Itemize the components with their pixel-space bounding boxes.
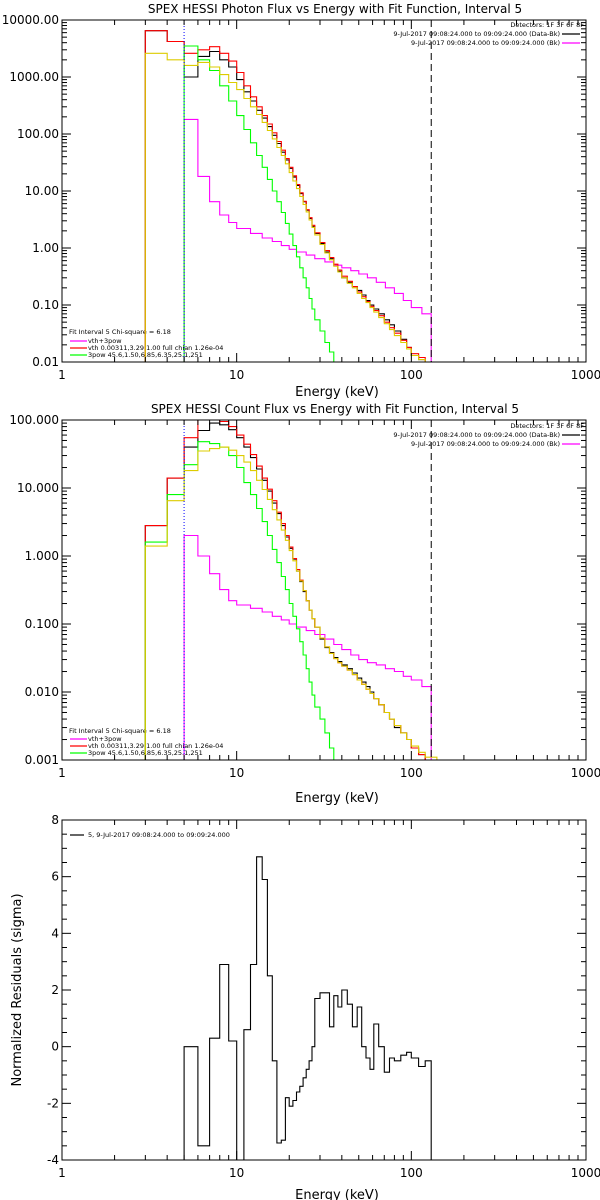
count-legend-vth: vth 0.00311,3.29,1.00 full chian 1.26e-0… <box>88 742 223 750</box>
residuals-ylabel: Normalized Residuals (sigma) <box>10 893 25 1086</box>
residuals-xtick-label: 1 <box>58 1166 66 1180</box>
photon-flux-title: SPEX HESSI Photon Flux vs Energy with Fi… <box>148 2 522 16</box>
photon-fit-label: Fit Interval 5 Chi-square = 6.18 <box>69 328 171 336</box>
count-xtick-label: 10 <box>229 766 244 780</box>
residuals-legend-label: 5, 9-Jul-2017 09:08:24.000 to 09:09:24.0… <box>88 831 230 839</box>
photon-ytick-label: 10000.00 <box>2 13 59 27</box>
count-xtick-label: 1 <box>58 766 66 780</box>
residuals-ytick-label: 6 <box>51 870 59 884</box>
count-legend-vth3pow: vth+3pow <box>88 735 122 743</box>
count-xtick-label: 1000 <box>571 766 600 780</box>
photon-plot-frame <box>61 19 587 363</box>
photon-xlabel: Energy (keV) <box>295 385 379 400</box>
photon-legend-vth3pow: vth+3pow <box>88 337 122 345</box>
count-ytick-label: 0.010 <box>25 685 59 699</box>
photon-xtick-label: 100 <box>400 368 423 382</box>
photon-header-bk: 9-Jul-2017 09:08:24.000 to 09:09:24.000 … <box>411 39 560 47</box>
residuals-ytick-label: 2 <box>51 983 59 997</box>
count-header-data-bk: 9-Jul-2017 09:08:24.000 to 09:09:24.000 … <box>393 431 560 439</box>
photon-legend-vth: vth 0.00311,3.29,1.00 full chian 1.26e-0… <box>88 344 223 352</box>
count-detectors-label: Detectors: 1F 3F 6F 8F <box>510 422 584 430</box>
photon-xtick-label: 10 <box>229 368 244 382</box>
photon-series-4 <box>144 52 437 362</box>
count-ytick-label: 0.001 <box>25 753 59 767</box>
count-xlabel: Energy (keV) <box>295 791 379 806</box>
count-fit-label: Fit Interval 5 Chi-square = 6.18 <box>69 727 171 735</box>
residuals-xlabel: Energy (keV) <box>295 1188 379 1200</box>
count-ytick-label: 0.100 <box>25 617 59 631</box>
count-xtick-label: 100 <box>400 766 423 780</box>
count-flux-title: SPEX HESSI Count Flux vs Energy with Fit… <box>151 402 519 416</box>
count-plot-frame <box>61 419 587 761</box>
photon-ytick-label: 0.10 <box>32 298 59 312</box>
photon-xtick-label: 1 <box>58 368 66 382</box>
count-flux-panel: SPEX HESSI Count Flux vs Energy with Fit… <box>9 402 600 806</box>
photon-series-0 <box>144 30 432 362</box>
count-ytick-label: 10.000 <box>17 481 59 495</box>
count-ytick-label: 1.000 <box>25 549 59 563</box>
count-series-4 <box>144 446 458 760</box>
count-series-0 <box>144 422 432 760</box>
residuals-xtick-label: 10 <box>229 1166 244 1180</box>
photon-series-2 <box>144 30 432 362</box>
photon-ytick-label: 1000.00 <box>9 70 59 84</box>
photon-xtick-label: 1000 <box>571 368 600 382</box>
residuals-ytick-label: -2 <box>47 1096 59 1110</box>
photon-header-data-bk: 9-Jul-2017 09:08:24.000 to 09:09:24.000 … <box>393 30 560 38</box>
photon-ytick-label: 10.00 <box>25 184 59 198</box>
photon-flux-panel: SPEX HESSI Photon Flux vs Energy with Fi… <box>2 2 600 400</box>
residuals-series-0 <box>183 856 432 1160</box>
photon-series-3 <box>183 45 338 362</box>
count-series-1 <box>183 534 432 760</box>
count-series-3 <box>144 441 338 760</box>
residuals-ytick-label: -4 <box>47 1153 59 1167</box>
residuals-ytick-label: 0 <box>51 1040 59 1054</box>
photon-series-1 <box>183 118 432 362</box>
residuals-ytick-label: 8 <box>51 813 59 827</box>
residuals-ytick-label: 4 <box>51 926 59 940</box>
photon-ytick-label: 0.01 <box>32 355 59 369</box>
residuals-xtick-label: 100 <box>400 1166 423 1180</box>
count-ytick-label: 100.000 <box>9 413 59 427</box>
residuals-panel: 5, 9-Jul-2017 09:08:24.000 to 09:09:24.0… <box>10 813 600 1200</box>
count-header-bk: 9-Jul-2017 09:08:24.000 to 09:09:24.000 … <box>411 440 560 448</box>
photon-ytick-label: 1.00 <box>32 241 59 255</box>
photon-ytick-label: 100.00 <box>17 127 59 141</box>
residuals-plot-frame <box>61 819 587 1161</box>
residuals-xtick-label: 1000 <box>571 1166 600 1180</box>
